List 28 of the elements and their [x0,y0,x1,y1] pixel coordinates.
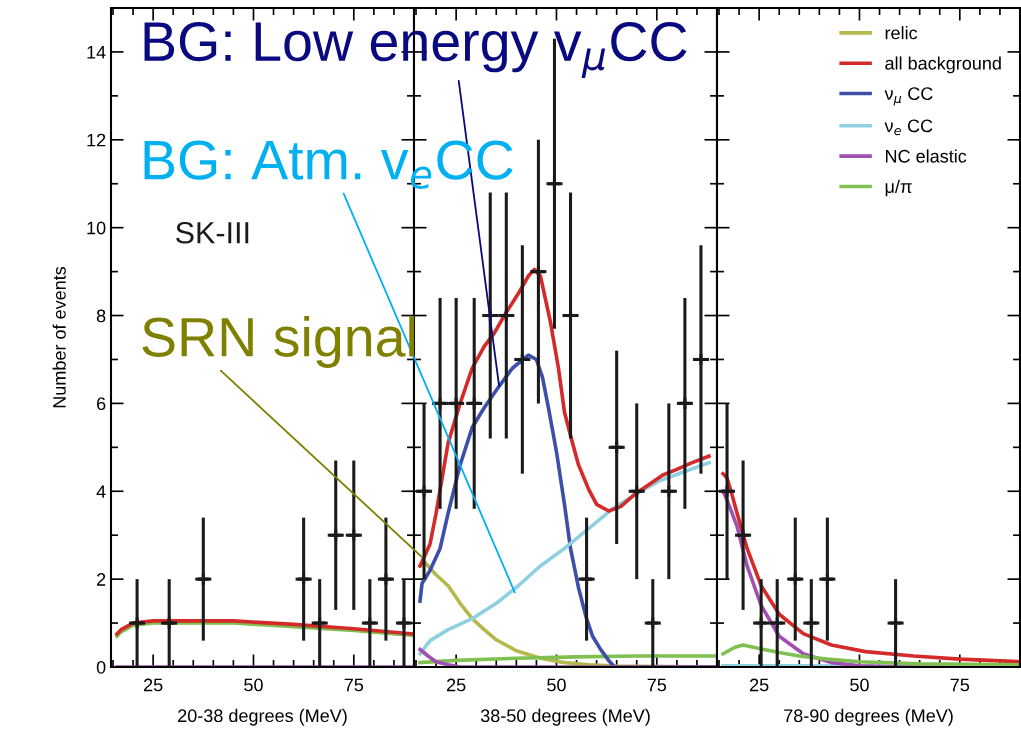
x-tick-label: 75 [344,678,364,692]
y-tick-label: 2 [97,573,106,586]
x-tick-label: 25 [447,678,466,692]
legend-label: ν$_{μ}$ CC [884,87,933,106]
y-tick-label: 14 [87,46,106,59]
x-tick-label: 50 [850,678,869,692]
x-tick-label: 25 [750,678,769,692]
x-tick-label: 75 [647,678,667,692]
legend-label: relic [885,26,918,40]
x-tick-label: 25 [144,678,163,692]
legend-label: ν$_{e}$ CC [884,119,933,136]
y-tick-label: 4 [96,485,106,498]
x-tick-label: 75 [950,678,970,692]
x-axis-title: 78-90 degrees (MeV) [784,708,953,726]
x-tick-label: 50 [244,678,263,692]
legend-label: NC elastic [885,149,967,163]
legend-label: all background [885,56,1001,74]
legend-label: μ/π [885,179,912,197]
annotation: SK-III [176,221,249,244]
y-tick-label: 6 [97,397,106,411]
y-tick-label: 0 [96,660,106,674]
y-tick-label: 10 [87,221,106,235]
y-tick-label: 12 [87,133,106,147]
x-axis-title: 20-38 degrees (MeV) [178,708,347,726]
y-axis-title: Number of events [52,266,66,408]
y-tick-label: 8 [96,309,106,323]
x-axis-title: 38-50 degrees (MeV) [480,708,650,726]
x-tick-label: 50 [547,678,566,692]
